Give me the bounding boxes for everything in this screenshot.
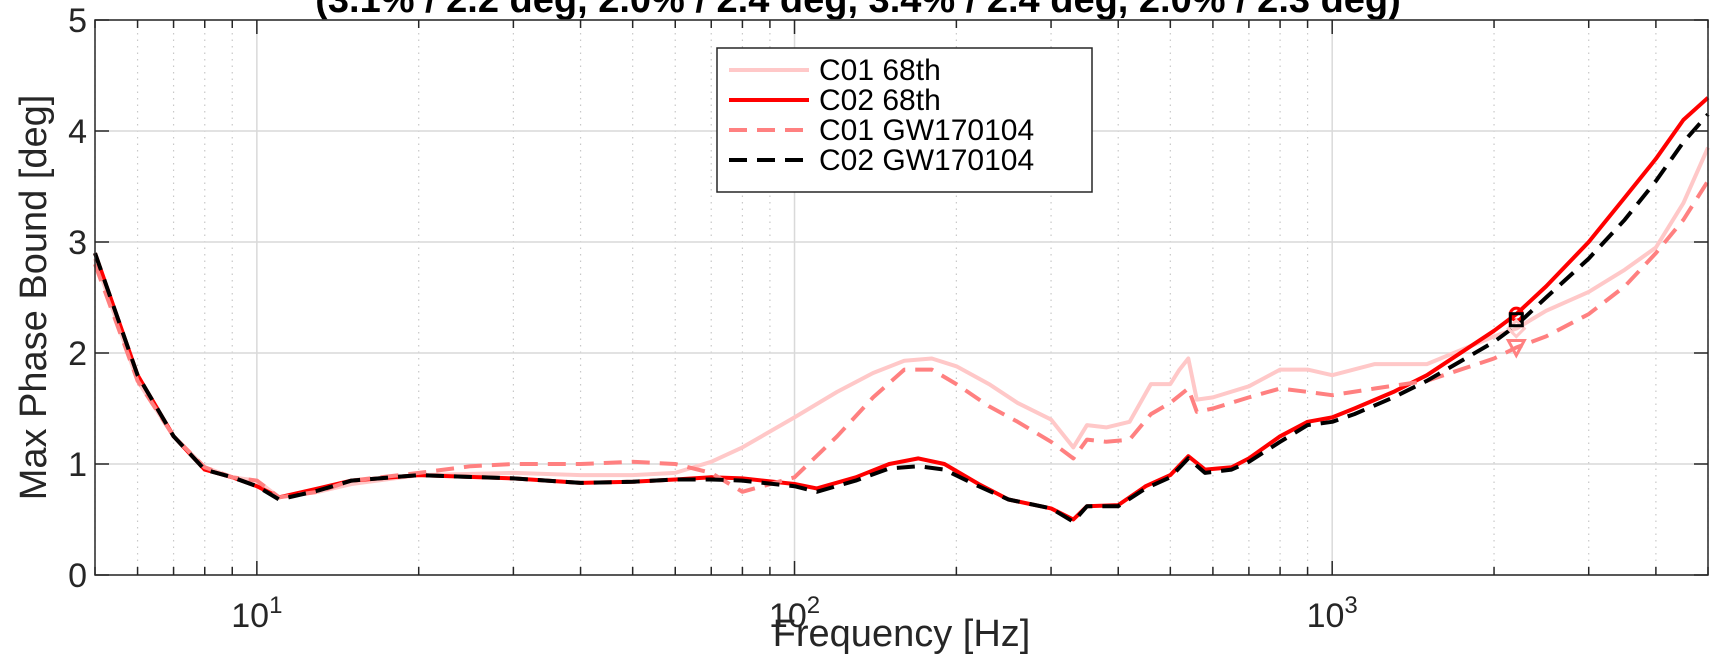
legend-label: C02 GW170104 xyxy=(819,144,1034,177)
legend-label: C01 GW170104 xyxy=(819,114,1034,147)
plot-frame xyxy=(94,19,1709,576)
tick-labels: 0 1 2 3 4 5 101 102 103 xyxy=(68,2,1358,635)
x-tick-label: 102 xyxy=(769,592,820,635)
x-tick-label: 103 xyxy=(1307,592,1358,635)
marker-square xyxy=(1508,312,1524,328)
y-tick-label: 4 xyxy=(68,113,87,151)
legend-label: C01 68th xyxy=(819,54,941,87)
y-tick-label: 2 xyxy=(68,335,87,373)
y-axis-label: Max Phase Bound [deg] xyxy=(13,95,55,501)
chart-title: (3.1% / 2.2 deg, 2.0% / 2.4 deg, 3.4% / … xyxy=(315,0,1401,21)
legend-label: C02 68th xyxy=(819,84,941,117)
series-layer xyxy=(93,96,1710,524)
x-axis-label: Frequency [Hz] xyxy=(773,613,1031,654)
marker-layer xyxy=(1505,306,1527,359)
y-tick-label: 3 xyxy=(68,224,87,262)
series-line-1 xyxy=(93,146,1710,500)
ticks xyxy=(94,19,1709,576)
series-line-4 xyxy=(93,112,1710,524)
marker-triangle xyxy=(1505,338,1527,359)
y-tick-label: 0 xyxy=(68,557,87,595)
y-tick-label: 5 xyxy=(68,2,87,40)
y-tick-label: 1 xyxy=(68,446,87,484)
x-tick-label: 101 xyxy=(231,592,282,635)
